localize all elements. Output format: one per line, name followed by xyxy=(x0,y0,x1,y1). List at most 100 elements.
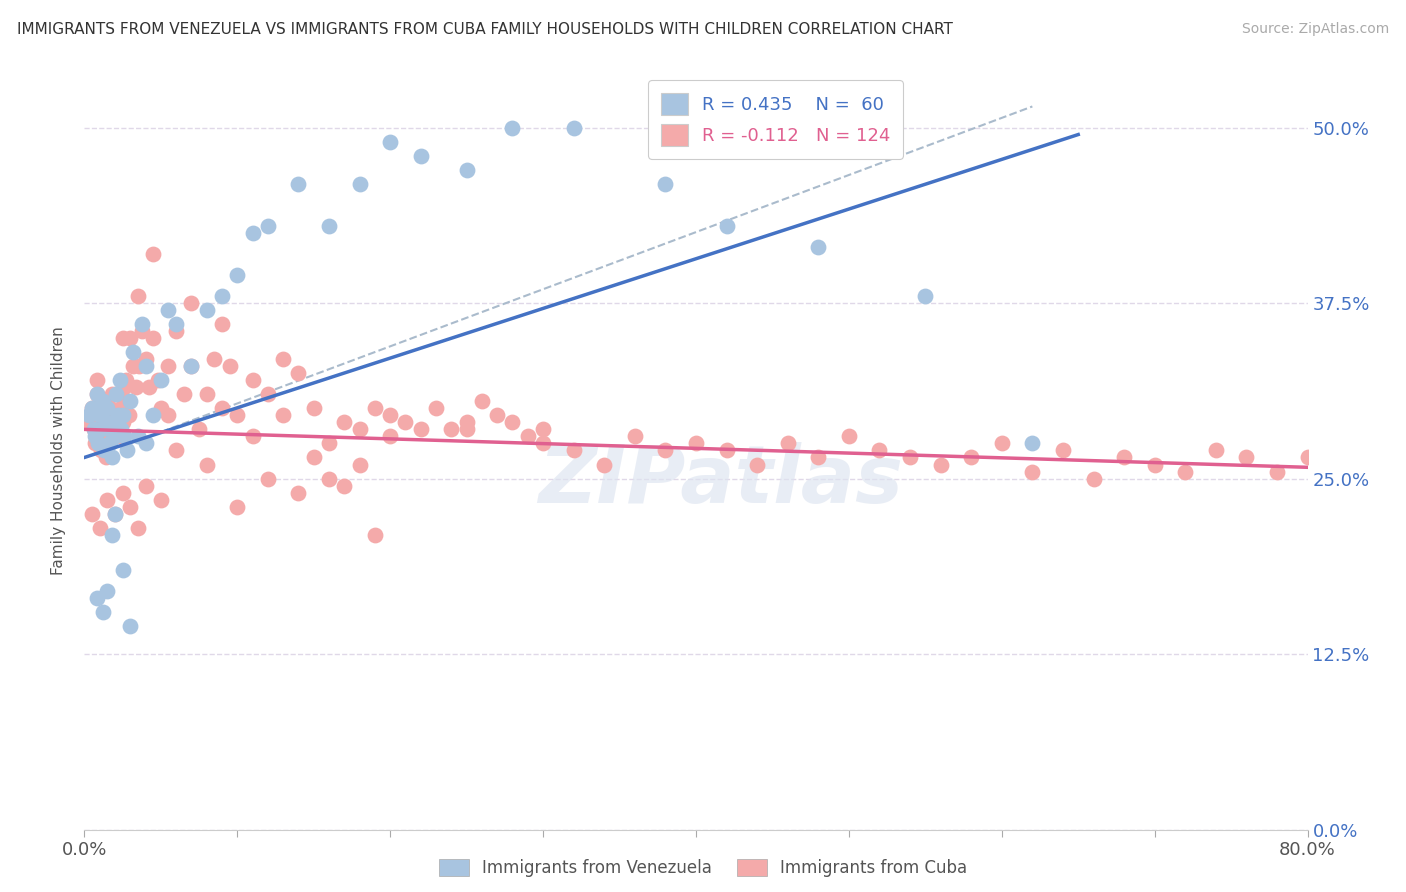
Point xyxy=(838,429,860,443)
Point xyxy=(1174,465,1197,479)
Point xyxy=(960,450,983,465)
Point xyxy=(716,443,738,458)
Point xyxy=(502,120,524,135)
Point xyxy=(142,331,165,345)
Point xyxy=(80,507,103,521)
Point xyxy=(110,422,132,436)
Point xyxy=(502,416,524,430)
Point xyxy=(180,296,202,310)
Point xyxy=(115,443,138,458)
Point xyxy=(77,409,100,423)
Point xyxy=(107,409,129,423)
Point xyxy=(165,317,187,331)
Point xyxy=(531,436,554,450)
Point xyxy=(96,583,118,598)
Point xyxy=(157,303,180,318)
Point xyxy=(409,422,432,436)
Point xyxy=(456,162,478,177)
Point xyxy=(104,507,127,521)
Point xyxy=(111,409,134,423)
Point xyxy=(226,268,249,282)
Point xyxy=(90,422,112,436)
Point xyxy=(425,401,447,416)
Point xyxy=(135,478,157,492)
Point xyxy=(127,521,149,535)
Point xyxy=(180,359,202,374)
Point xyxy=(131,324,153,338)
Point xyxy=(991,436,1014,450)
Point xyxy=(127,429,149,443)
Point xyxy=(287,177,309,191)
Point xyxy=(157,359,180,374)
Point xyxy=(110,401,132,416)
Point xyxy=(929,458,952,472)
Point xyxy=(333,478,356,492)
Point xyxy=(180,359,202,374)
Point xyxy=(93,429,115,443)
Point xyxy=(211,289,233,303)
Point xyxy=(94,416,117,430)
Point xyxy=(118,409,141,423)
Point xyxy=(108,429,131,443)
Point xyxy=(101,527,124,541)
Point xyxy=(364,527,387,541)
Point xyxy=(120,619,142,633)
Point xyxy=(101,429,124,443)
Text: ZIPatlas: ZIPatlas xyxy=(538,442,903,520)
Point xyxy=(394,416,416,430)
Point xyxy=(165,324,187,338)
Point xyxy=(101,387,124,401)
Point xyxy=(83,422,105,436)
Point xyxy=(111,485,134,500)
Point xyxy=(807,240,830,254)
Point xyxy=(257,219,280,233)
Point xyxy=(101,450,124,465)
Point xyxy=(287,366,309,380)
Point xyxy=(562,443,585,458)
Point xyxy=(149,373,172,387)
Point xyxy=(105,387,128,401)
Point xyxy=(1236,450,1258,465)
Point xyxy=(1021,465,1043,479)
Point xyxy=(90,443,112,458)
Point xyxy=(86,591,108,605)
Point xyxy=(531,422,554,436)
Point xyxy=(157,409,180,423)
Point xyxy=(271,409,294,423)
Point xyxy=(456,422,478,436)
Point xyxy=(349,458,371,472)
Point xyxy=(86,387,108,401)
Point xyxy=(242,429,264,443)
Point xyxy=(98,436,121,450)
Point xyxy=(1205,443,1227,458)
Point xyxy=(84,436,107,450)
Point xyxy=(318,219,340,233)
Point xyxy=(654,443,676,458)
Point xyxy=(654,177,676,191)
Point xyxy=(173,387,195,401)
Point xyxy=(146,373,169,387)
Point xyxy=(257,471,280,485)
Point xyxy=(1143,458,1166,472)
Point xyxy=(211,317,233,331)
Point xyxy=(89,521,111,535)
Point xyxy=(77,416,100,430)
Point xyxy=(120,394,142,409)
Point xyxy=(302,401,325,416)
Point xyxy=(226,409,249,423)
Point xyxy=(471,394,494,409)
Point xyxy=(114,373,136,387)
Point xyxy=(242,373,264,387)
Point xyxy=(108,373,131,387)
Point xyxy=(380,135,402,149)
Point xyxy=(86,387,108,401)
Point xyxy=(914,289,936,303)
Point xyxy=(103,416,125,430)
Point xyxy=(211,401,233,416)
Point xyxy=(409,148,432,162)
Legend: Immigrants from Venezuela, Immigrants from Cuba: Immigrants from Venezuela, Immigrants fr… xyxy=(432,852,974,884)
Point xyxy=(562,120,585,135)
Point xyxy=(1296,450,1319,465)
Point xyxy=(287,485,309,500)
Point xyxy=(685,436,707,450)
